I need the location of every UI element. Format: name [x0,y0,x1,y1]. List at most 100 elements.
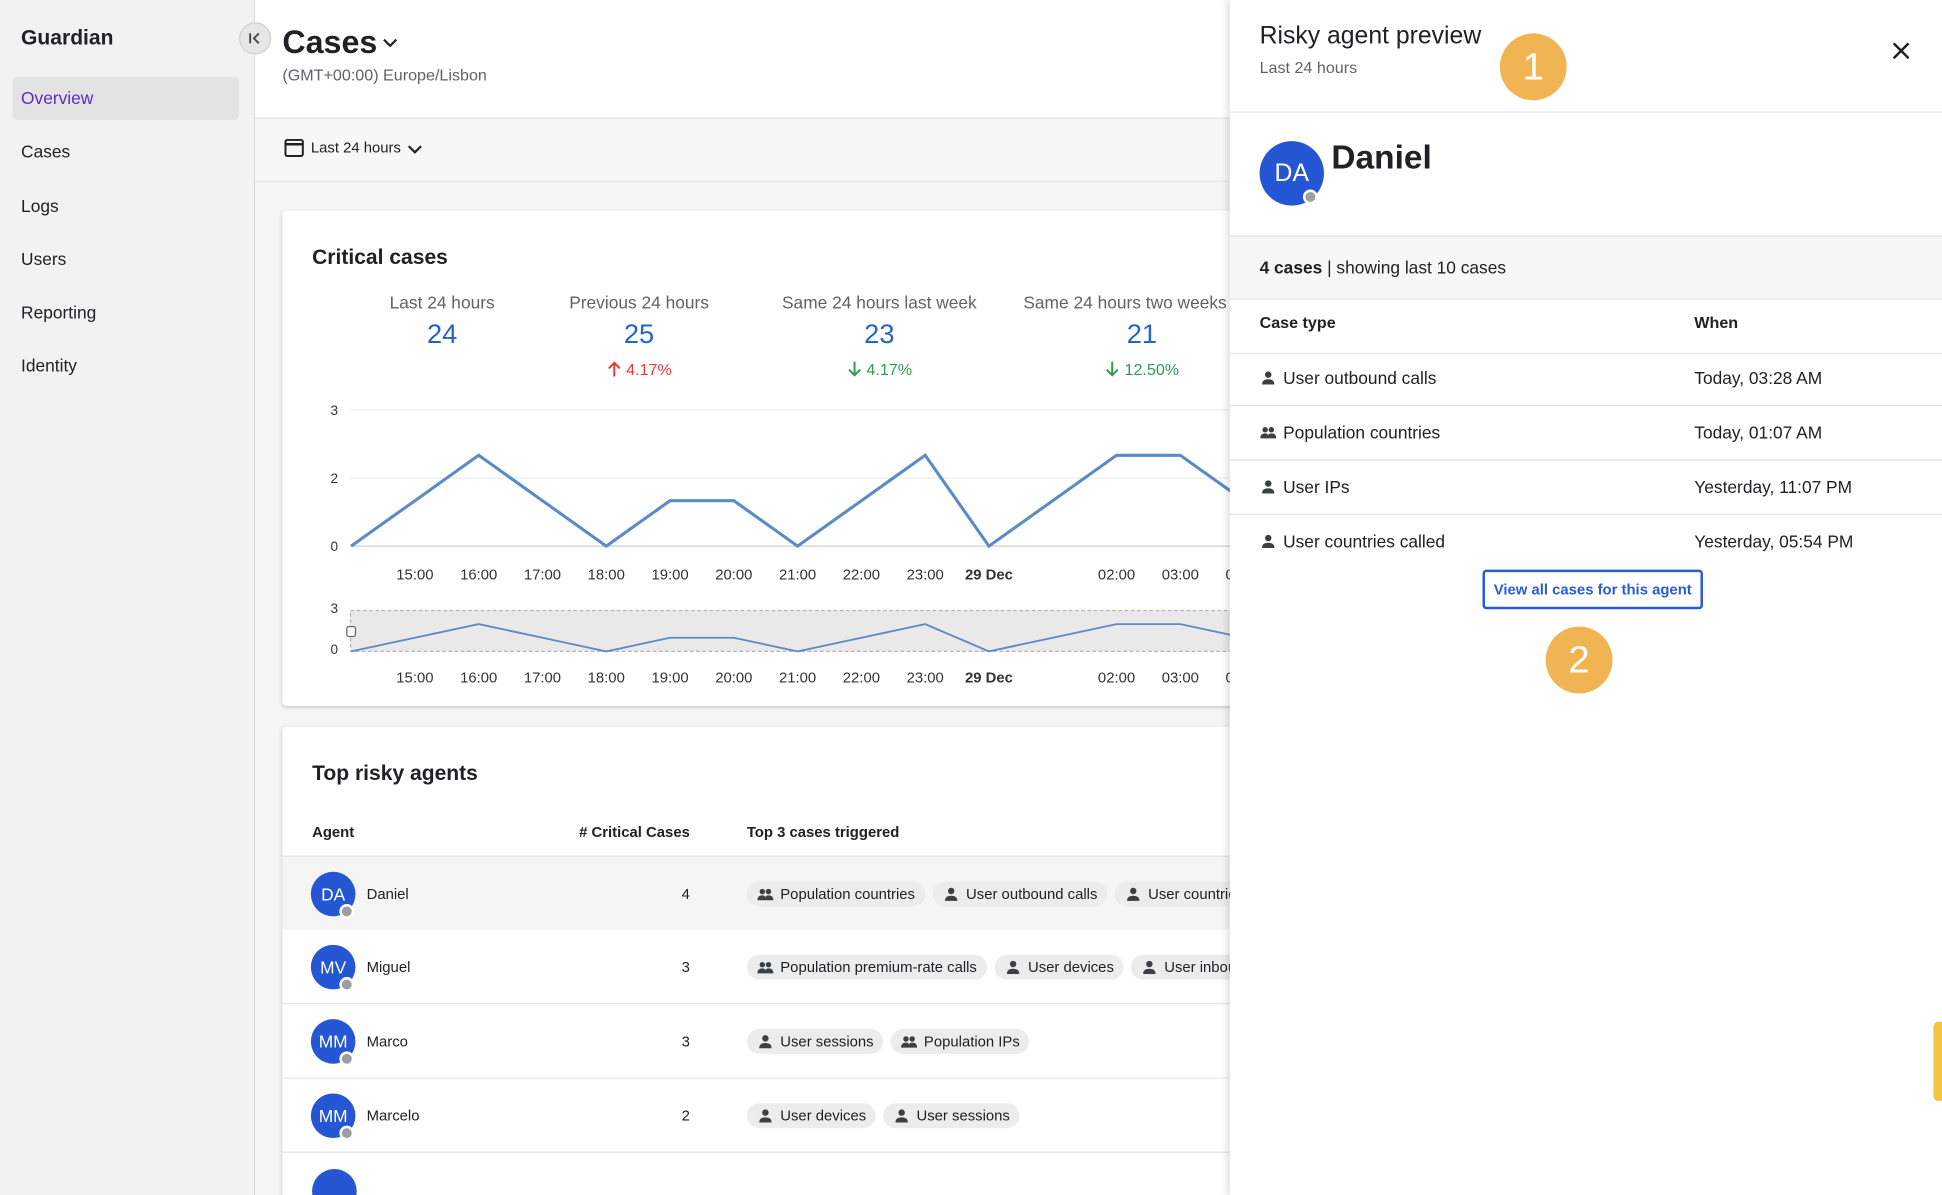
chevron [383,38,398,48]
status-dot [339,1125,355,1141]
stat-label: Same 24 hours last week [781,292,977,313]
icon-body [1262,488,1275,494]
icon-head [1130,887,1137,895]
nav-item[interactable]: Cases [21,141,71,161]
navigator-line [350,623,1245,653]
icon-head [898,1109,905,1116]
user-icon [1262,480,1275,494]
top-agents-card: Top risky agents Agent # Critical Cases Top… [282,726,1297,1195]
icon-body [1262,379,1275,385]
icon-head [1265,480,1272,487]
change-arrow [1105,361,1119,377]
x-tick-label: 29 Dec [965,568,1013,584]
y-tick-label: 0 [331,539,339,554]
view-all-button[interactable]: View all cases for this agent [1482,569,1703,610]
case-type: User outbound calls [1283,367,1437,388]
user-icon [1262,534,1275,548]
x-tick-label: 15:00 [396,568,433,584]
status-dot [339,903,355,919]
nav-item[interactable]: Identity [21,355,77,376]
column-header: Top 3 cases triggered [746,823,900,841]
navigator-x-tick-label: 17:00 [524,670,561,686]
navigator-y-tick-label: 0 [331,642,339,657]
x-tick-label: 03:00 [1162,568,1199,584]
user-icon [759,1109,772,1123]
nav-item[interactable]: Overview [21,87,94,108]
navigator-x-tick-label: 16:00 [460,670,497,686]
case-when: Today, 03:28 AM [1694,367,1823,388]
chevron [407,145,422,154]
y-tick-label: 3 [331,403,339,418]
nav-item[interactable]: Users [21,248,67,269]
icon-body [759,1117,772,1123]
collapse-button[interactable] [239,22,272,55]
agent-row[interactable]: MM Marco 3 User sessions Population IPs [282,1004,1274,1079]
x-tick-label: 16:00 [460,568,497,584]
icon-head [762,1109,769,1116]
card-title: Critical cases [312,245,448,269]
column-header: # Critical Cases [579,823,690,841]
icon-head [947,887,955,895]
preview-panel: Risky agent preview Last 24 hours 1 DA Danie… [1229,0,1942,1195]
user-icon [1143,960,1156,974]
icon-body [1262,542,1275,548]
range-dropdown [407,145,422,154]
close-button[interactable] [1891,41,1911,61]
icon-head [1146,960,1153,968]
nav-item[interactable]: Logs [21,195,59,216]
icon-head [1009,960,1017,968]
arrow [607,361,621,377]
status-dot [339,976,355,992]
case-tag: User sessions [883,1103,1020,1129]
icon-head [762,1035,769,1042]
case-when: Today, 01:07 AM [1694,422,1823,443]
case-tag: User outbound calls [932,881,1108,907]
timezone: (GMT+00:00) Europe/Lisbon [282,65,487,85]
group-icon [757,888,774,901]
agent-row[interactable]: MM Marcelo 2 User devices User sessions [282,1078,1274,1153]
case-tag-label: User devices [780,1107,867,1125]
divider [1229,404,1942,407]
navigator-x-tick-label: 20:00 [715,670,752,686]
change-text: 12.50% [1124,359,1180,379]
column-header: Agent [312,823,355,841]
agent-cases: 3 [681,1032,690,1051]
arrow [1105,361,1119,377]
stat-label: Last 24 hours [389,292,495,313]
user-icon [1262,371,1275,385]
icon-head [1265,371,1272,378]
user-icon [759,1035,772,1049]
navigator-x-tick-label: 29 Dec [965,670,1013,686]
range-select[interactable]: Last 24 hours [310,138,401,157]
collapse-icon [249,32,260,44]
case-when: Yesterday, 11:07 PM [1694,476,1853,497]
calendar-body [284,138,304,158]
divider [1229,111,1942,113]
icon-head [909,1036,915,1042]
user-icon [944,887,958,901]
feedback-tab[interactable] [1933,1021,1942,1101]
agent-row[interactable]: DA Daniel 4 Population countries User outbou… [282,855,1297,932]
stat-change: 12.50% [1068,359,1217,379]
case-tag: User devices [994,954,1124,980]
navigator-x-tick-label: 19:00 [651,670,688,686]
icon-head [765,888,772,895]
nav-item[interactable]: Reporting [21,302,97,322]
stat-value: 25 [623,318,655,350]
stat-label: Previous 24 hours [569,292,709,313]
case-tag-label: User outbound calls [966,885,1098,903]
navigator-x-tick-label: 22:00 [843,670,880,686]
navigator-window [349,609,1252,652]
change-text: 4.17% [626,359,672,379]
nav-highlight [12,76,240,121]
icon-body [901,1042,918,1048]
step-badge: 1 [1499,33,1567,101]
close-glyph [1892,42,1910,60]
icon-body [759,1043,772,1049]
status-dot [1303,189,1319,205]
header: Cases (GMT+00:00) Europe/Lisbon [255,0,1246,119]
arrow [847,361,861,377]
agent-row[interactable]: MV Miguel 3 Population premium-rate calls Us… [282,929,1297,1005]
